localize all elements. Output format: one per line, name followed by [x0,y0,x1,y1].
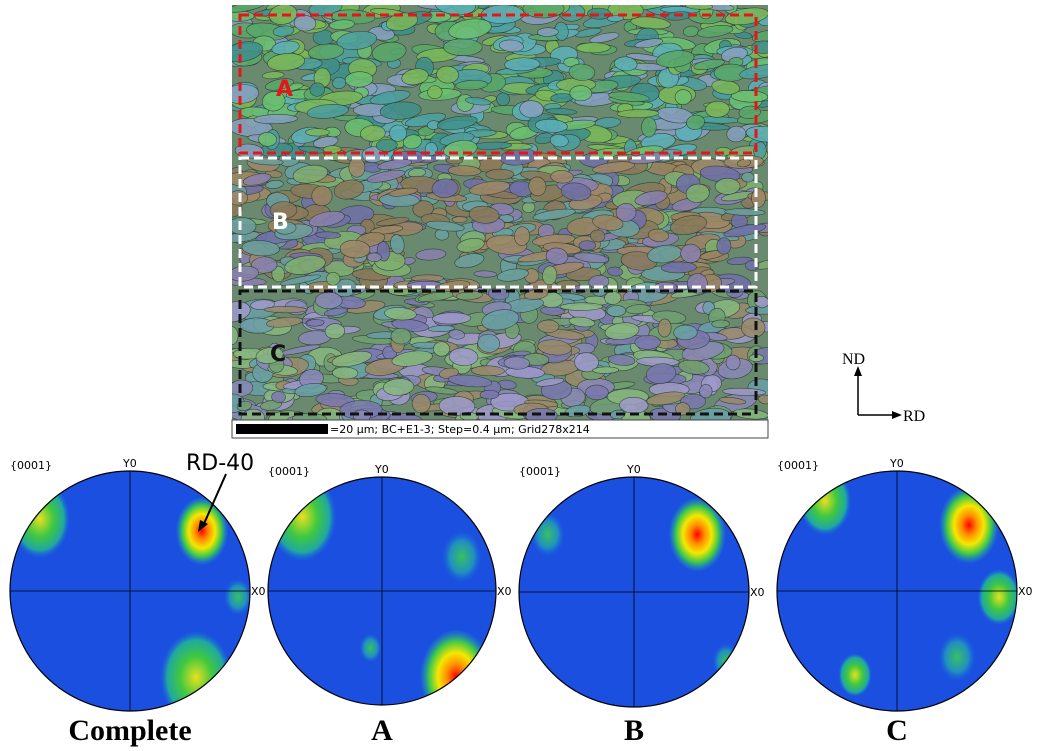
grain [641,117,656,137]
grain [315,292,342,308]
caption: C [886,714,908,747]
grain [717,238,732,255]
grain [228,191,247,206]
pole-figure: {0001} Y0 X0 C [777,457,1033,747]
grain [742,172,755,182]
intensity-spot [838,653,872,697]
grain [741,318,765,338]
scale-text: =20 µm; BC+E1-3; Step=0.4 µm; Grid278x21… [330,423,590,436]
axis-label: ND [842,351,865,368]
pole-family: {0001} [519,465,561,478]
grain [585,385,608,400]
pole-x-label: X0 [1018,585,1033,598]
grain [367,253,381,262]
grain [579,240,596,250]
pole-y-label: Y0 [889,457,904,470]
grain [712,320,730,328]
pole-figure: {0001} Y0 X0 Complete [10,457,266,747]
annotation: RD-40 [186,451,254,476]
intensity-spot [420,629,493,724]
grain [433,342,450,357]
pole-family: {0001} [268,465,310,478]
grain [635,335,661,349]
grain [619,397,648,414]
grain [427,85,442,98]
pole-y-label: Y0 [374,463,389,476]
pole-y-label: Y0 [122,457,137,470]
intensity-spot [531,512,566,557]
region-label: A [276,77,293,102]
caption: B [624,714,644,747]
intensity-spot [160,631,232,725]
grain [452,216,467,222]
pole-body [10,471,252,724]
grain [658,319,672,338]
grain [537,320,559,333]
pole-x-label: X0 [251,585,266,598]
grain [751,188,765,207]
intensity-spot [938,632,976,682]
grain [443,39,482,56]
grain [264,306,307,313]
ebsd-map [213,0,786,430]
grain [480,390,499,399]
pole-family: {0001} [777,459,819,472]
grain [604,291,621,305]
grain [700,384,713,398]
grain [681,244,701,263]
grain [305,129,329,137]
arrow-head [892,411,902,419]
intensity-spot [939,486,999,564]
grain [726,355,741,370]
intensity-spot [268,472,336,561]
pole-figure: {0001} Y0 X0 B [519,463,765,747]
intensity-spot [669,497,727,572]
pole-figure: {0001} Y0 X0 A [268,463,512,747]
grain [486,169,514,180]
intensity-spot [441,530,482,583]
pole-family: {0001} [10,459,52,472]
figure: A B C =20 µm; BC+E1-3; Step=0.4 µm; Grid… [0,0,1040,751]
pole-x-label: X0 [750,586,765,599]
grain [673,325,697,340]
grain [514,226,530,245]
grain [560,303,603,311]
region-label: B [272,210,289,235]
grain [715,178,740,194]
axis-label: RD [903,408,925,425]
intensity-spot [359,633,382,663]
pole-y-label: Y0 [626,463,641,476]
grain [570,85,592,101]
scale-bar [236,424,328,434]
caption: Complete [68,714,191,747]
grain [675,89,692,104]
caption: A [371,714,393,747]
grain [391,328,411,344]
grain [496,93,510,106]
pole-figures: {0001} Y0 X0 Complete {0001} Y0 X0 A {0001} Y0 X0 B… [10,457,1033,747]
intensity-spot [176,497,229,566]
pole-x-label: X0 [497,585,512,598]
intensity-spot [799,467,852,536]
region-label: C [270,342,286,367]
